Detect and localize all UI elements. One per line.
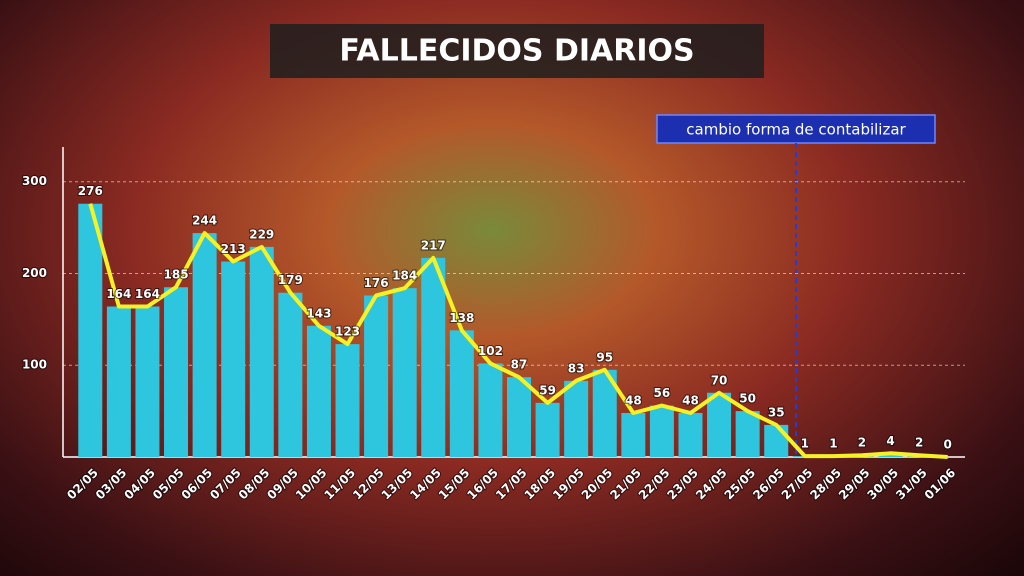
- data-label: 244: [192, 214, 217, 228]
- bar: [678, 412, 703, 457]
- data-label: 87: [511, 358, 528, 372]
- trend-line: [88, 203, 948, 459]
- y-tick-label: 300: [22, 174, 47, 188]
- bar: [621, 412, 646, 457]
- bar: [478, 363, 503, 457]
- x-tick-label: 18/05: [522, 466, 559, 503]
- data-label: 48: [682, 393, 699, 407]
- bar: [506, 377, 532, 457]
- data-label: 138: [449, 311, 474, 325]
- x-tick-label: 10/05: [293, 466, 330, 503]
- annotation: cambio forma de contabilizar: [686, 121, 906, 139]
- data-label: 70: [711, 373, 728, 387]
- x-tick-label: 15/05: [436, 466, 473, 503]
- data-label: 35: [768, 405, 785, 419]
- title-box: [270, 24, 764, 78]
- data-label: 95: [596, 350, 613, 364]
- x-tick-label: 19/05: [550, 466, 587, 503]
- data-label: 50: [739, 392, 756, 406]
- bar: [278, 292, 303, 457]
- bar: [707, 392, 732, 457]
- data-label: 164: [135, 287, 160, 301]
- bar: [306, 325, 331, 457]
- data-label: 0: [944, 438, 952, 452]
- x-tick-label: 31/05: [893, 466, 930, 503]
- y-tick-label: 200: [22, 266, 47, 280]
- bar: [135, 306, 160, 457]
- data-label: 123: [335, 325, 360, 339]
- data-label: 179: [278, 273, 303, 287]
- x-tick-label: 27/05: [779, 466, 816, 503]
- data-label: 102: [478, 344, 503, 358]
- bar: [164, 287, 189, 457]
- x-tick-label: 02/05: [64, 466, 101, 503]
- x-tick-label: 21/05: [607, 466, 644, 503]
- bar: [735, 411, 760, 457]
- x-tick-label: 13/05: [379, 466, 416, 503]
- data-label: 184: [392, 269, 417, 283]
- data-label: 185: [164, 268, 189, 282]
- data-label: 1: [829, 437, 837, 451]
- bar: [649, 405, 674, 457]
- data-label: 1: [801, 437, 809, 451]
- bar: [421, 257, 446, 457]
- x-tick-label: 07/05: [207, 466, 244, 503]
- x-tick-label: 03/05: [93, 466, 130, 503]
- x-tick-label: 29/05: [836, 466, 873, 503]
- bar: [106, 306, 131, 457]
- bar: [364, 295, 389, 457]
- data-label: 48: [625, 393, 642, 407]
- x-tick-label: 01/06: [922, 466, 959, 503]
- x-tick-label: 11/05: [321, 466, 358, 503]
- bar: [192, 233, 217, 457]
- x-tick-label: 12/05: [350, 466, 387, 503]
- data-label: 56: [654, 386, 671, 400]
- x-tick-label: 28/05: [807, 466, 844, 503]
- bar: [249, 246, 274, 457]
- x-tick-label: 23/05: [664, 466, 701, 503]
- chart-title: FALLECIDOS DIARIOS: [339, 34, 694, 69]
- x-tick-label: 08/05: [236, 466, 273, 503]
- x-tick-label: 20/05: [579, 466, 616, 503]
- data-label: 59: [539, 383, 556, 397]
- x-tick-label: 24/05: [693, 466, 730, 503]
- x-tick-label: 17/05: [493, 466, 530, 503]
- data-label: 164: [106, 287, 131, 301]
- bar: [535, 402, 560, 457]
- x-tick-label: 04/05: [121, 466, 158, 503]
- data-label: 176: [364, 276, 389, 290]
- bar: [78, 203, 103, 457]
- data-label: 143: [306, 306, 331, 320]
- x-tick-label: 06/05: [179, 466, 216, 503]
- data-label: 2: [858, 436, 866, 450]
- x-tick-label: 26/05: [750, 466, 787, 503]
- x-tick-label: 25/05: [722, 466, 759, 503]
- data-label: 217: [421, 238, 446, 252]
- data-label: 2: [915, 436, 923, 450]
- data-label: 213: [221, 242, 246, 256]
- x-tick-label: 16/05: [464, 466, 501, 503]
- bar: [449, 330, 474, 457]
- bar: [221, 261, 246, 457]
- data-label: 4: [886, 434, 894, 448]
- x-tick-label: 05/05: [150, 466, 187, 503]
- x-tick-label: 30/05: [865, 466, 902, 503]
- data-label: 83: [568, 361, 585, 375]
- data-label: 276: [78, 184, 103, 198]
- data-label: 229: [249, 227, 274, 241]
- x-tick-label: 14/05: [407, 466, 444, 503]
- x-tick-label: 22/05: [636, 466, 673, 503]
- bar: [392, 288, 417, 457]
- x-tick-label: 09/05: [264, 466, 301, 503]
- y-tick-label: 100: [22, 358, 47, 372]
- bar: [564, 380, 589, 457]
- bar: [764, 424, 789, 457]
- bar: [335, 344, 360, 457]
